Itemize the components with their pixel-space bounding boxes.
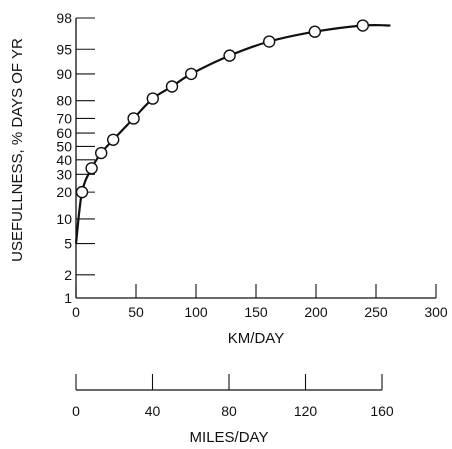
y-tick-label: 98 xyxy=(56,10,72,26)
x-tick-label: 300 xyxy=(424,304,448,320)
y-tick-label: 2 xyxy=(64,267,72,283)
data-point xyxy=(106,133,120,146)
miles-tick-label: 40 xyxy=(145,403,161,419)
data-point xyxy=(127,112,140,125)
x-tick-label: 250 xyxy=(364,304,388,320)
x-tick-label: 100 xyxy=(184,304,208,320)
y-tick-label: 40 xyxy=(56,152,72,168)
y-tick-label: 30 xyxy=(56,166,72,182)
y-tick-label: 95 xyxy=(56,41,72,57)
x-tick-label: 200 xyxy=(304,304,328,320)
x-axis-title: KM/DAY xyxy=(228,330,284,347)
secondary-x-axis-title: MILES/DAY xyxy=(190,429,269,446)
miles-tick-label: 160 xyxy=(370,403,394,419)
data-point xyxy=(308,25,321,38)
data-point xyxy=(75,185,89,199)
data-point xyxy=(223,49,236,62)
data-point xyxy=(263,35,276,48)
y-tick-label: 50 xyxy=(56,138,72,154)
x-tick-label: 50 xyxy=(128,304,144,320)
y-tick-label: 5 xyxy=(64,236,72,252)
miles-tick-label: 80 xyxy=(221,403,237,419)
miles-axis: 0 40 80 120 160 xyxy=(72,374,394,419)
data-point xyxy=(146,92,160,105)
data-point xyxy=(165,80,179,93)
y-tick-label: 80 xyxy=(56,93,72,109)
y-tick-label: 90 xyxy=(56,66,72,82)
data-point xyxy=(85,162,98,175)
y-axis-title: USEFULLNESS, % DAYS OF YR xyxy=(9,38,26,262)
x-axis: 0 50 100 150 200 250 300 xyxy=(72,284,448,320)
x-tick-label: 150 xyxy=(244,304,268,320)
y-tick-label: 1 xyxy=(64,290,72,306)
y-tick-label: 60 xyxy=(56,125,72,141)
miles-tick-label: 120 xyxy=(294,403,318,419)
x-tick-label: 0 xyxy=(72,304,80,320)
y-tick-label: 70 xyxy=(56,110,72,126)
data-point xyxy=(184,67,198,81)
plot-area xyxy=(74,19,391,244)
miles-tick-label: 0 xyxy=(72,403,80,419)
data-point xyxy=(356,19,369,32)
data-point xyxy=(94,146,108,160)
y-tick-label: 20 xyxy=(56,184,72,200)
y-tick-label: 10 xyxy=(56,211,72,227)
